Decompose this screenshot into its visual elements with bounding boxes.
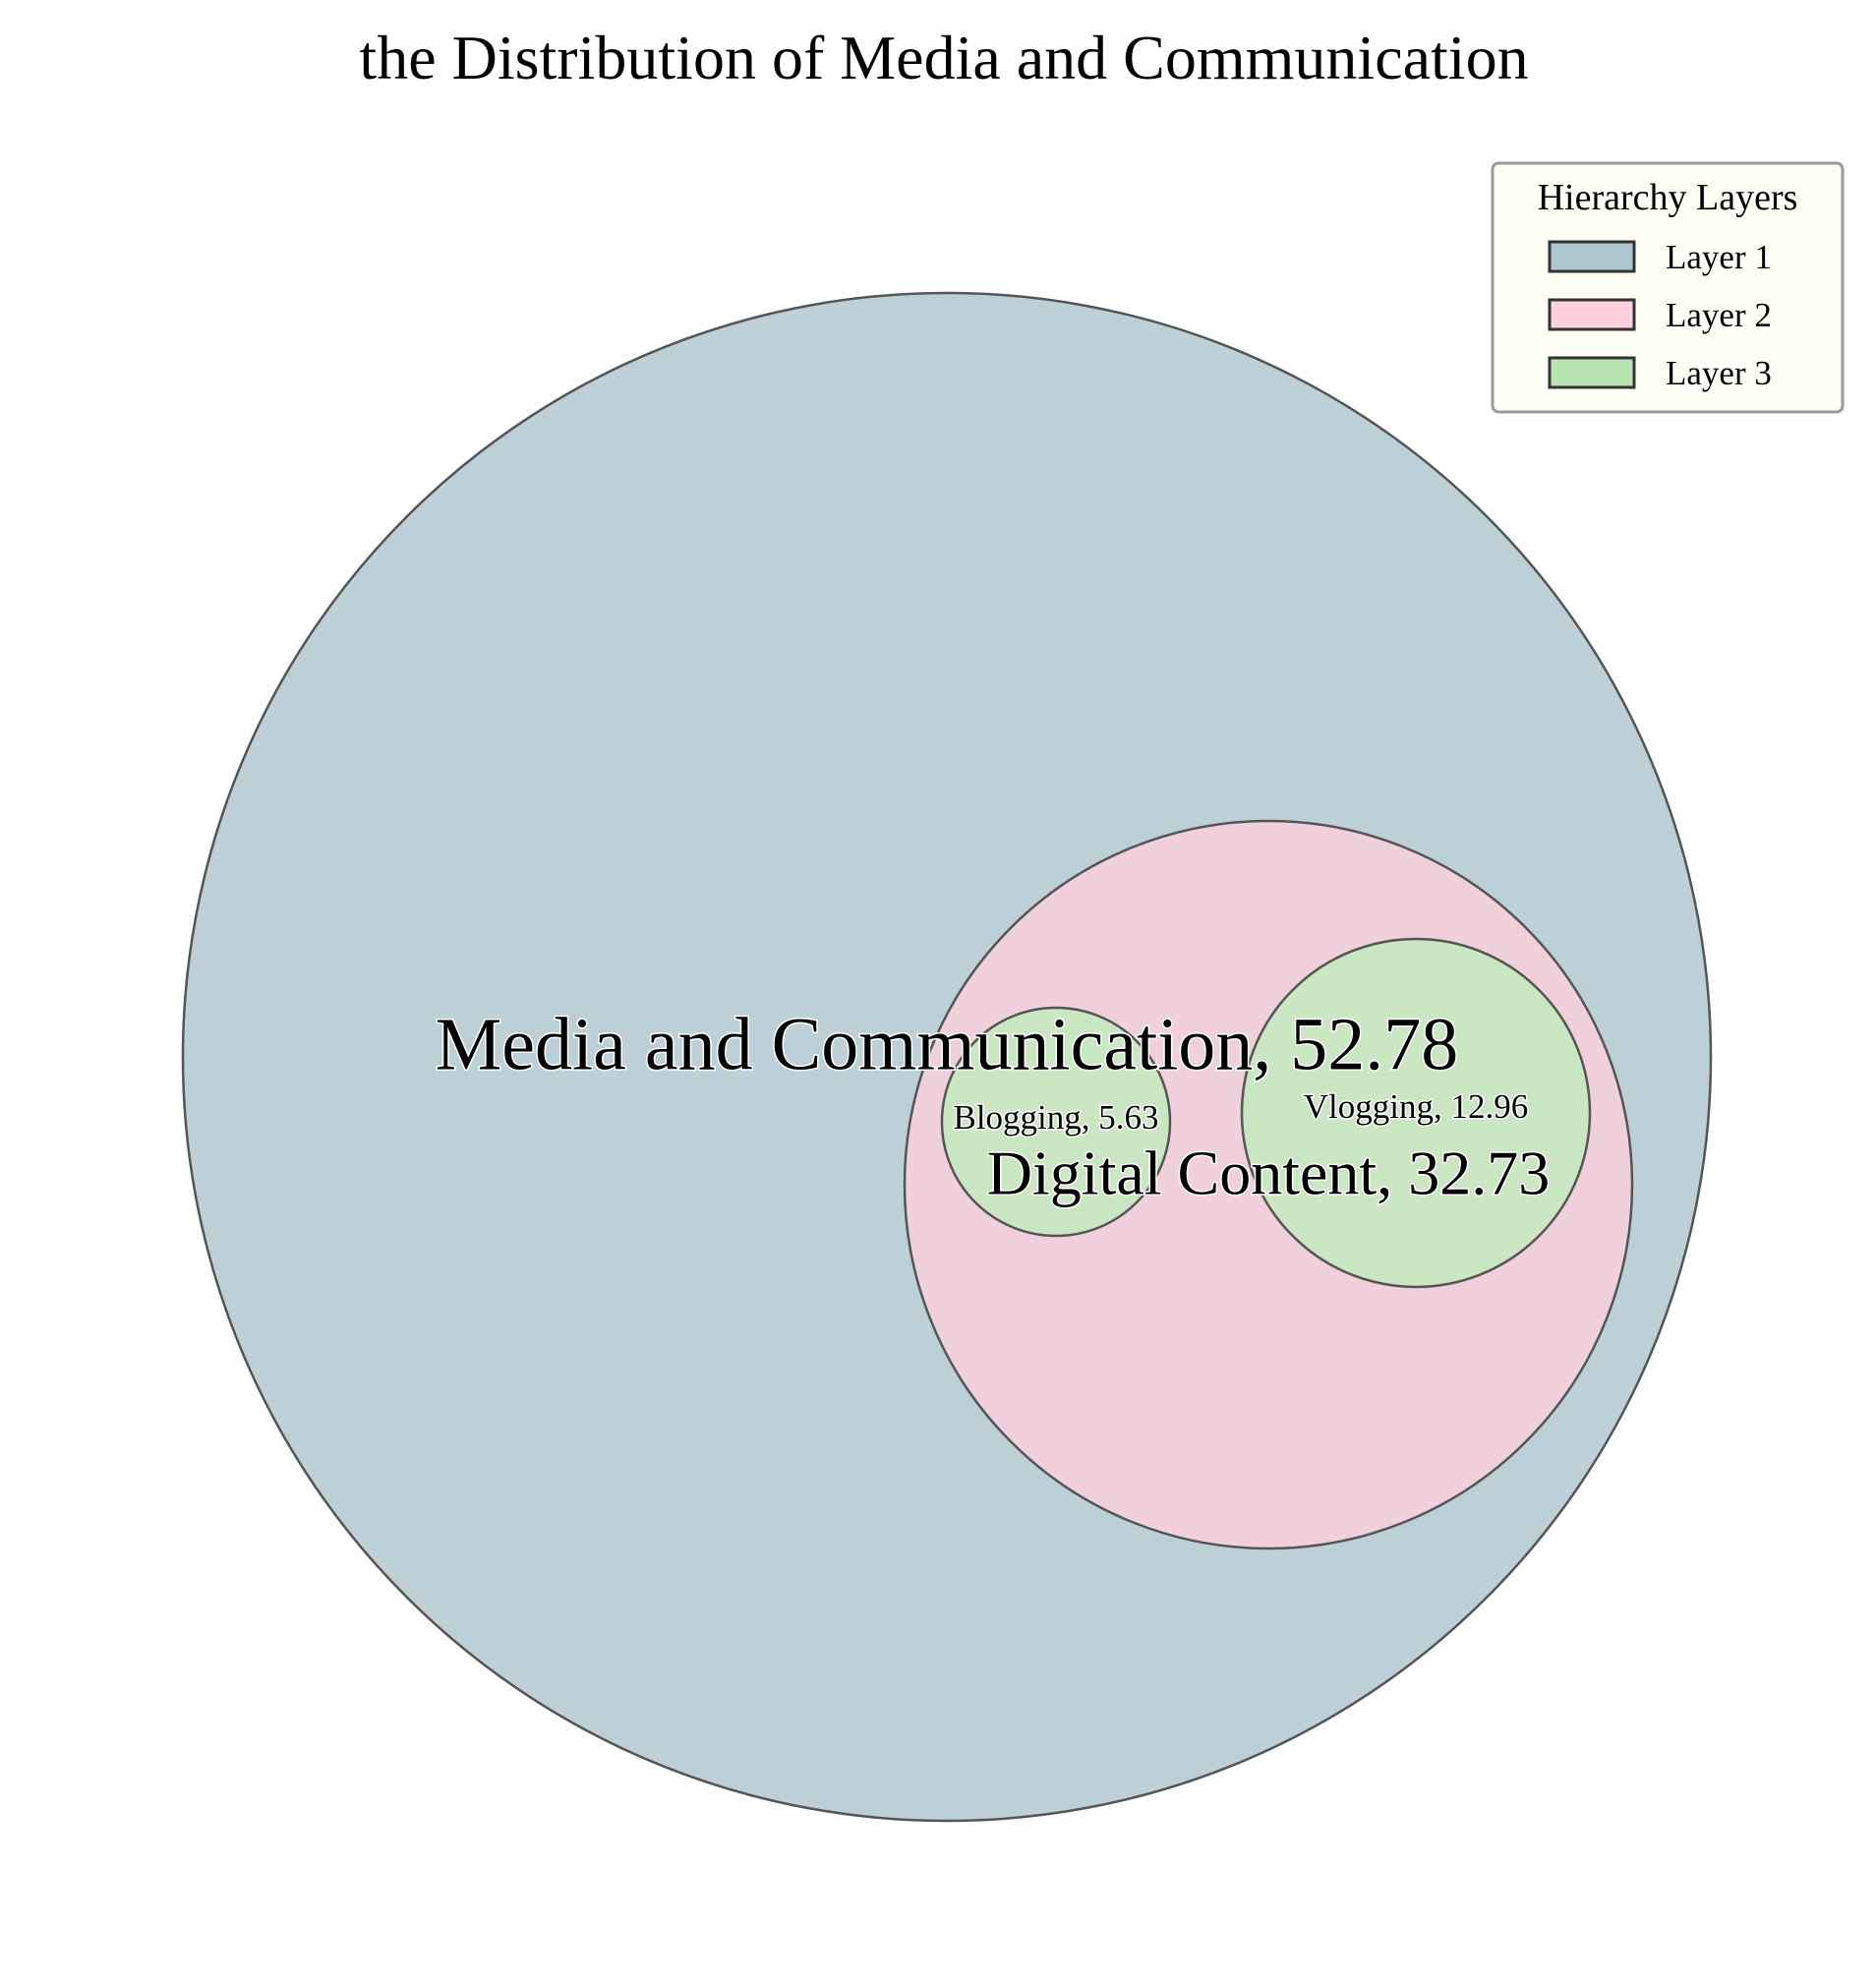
label-digital: Digital Content, 32.73 bbox=[987, 1139, 1550, 1208]
circle-vlogging bbox=[1240, 937, 1592, 1289]
circles-layer bbox=[181, 291, 1713, 1823]
legend-title: Hierarchy Layers bbox=[1538, 177, 1798, 218]
circle-blogging bbox=[940, 1006, 1172, 1238]
legend-entries: Layer 1 Layer 2 Layer 3 bbox=[1548, 238, 1772, 392]
legend-swatch-layer-1 bbox=[1548, 240, 1636, 273]
legend-label-layer-2: Layer 2 bbox=[1666, 296, 1772, 334]
legend-label-layer-3: Layer 3 bbox=[1666, 354, 1772, 392]
label-media: Media and Communication, 52.78 bbox=[436, 1003, 1459, 1085]
legend-swatch-layer-2 bbox=[1548, 298, 1636, 331]
legend: Hierarchy Layers Layer 1 Layer 2 Layer 3 bbox=[1491, 161, 1845, 414]
labels-layer: Media and Communication, 52.78 Blogging, … bbox=[434, 1002, 1552, 1209]
chart-title: the Distribution of Media and Communicat… bbox=[359, 23, 1528, 92]
legend-swatch-layer-3 bbox=[1548, 356, 1636, 389]
legend-label-layer-1: Layer 1 bbox=[1666, 238, 1772, 276]
label-blogging: Blogging, 5.63 bbox=[953, 1098, 1158, 1137]
label-vlogging: Vlogging, 12.96 bbox=[1304, 1087, 1528, 1126]
legend-frame bbox=[1491, 161, 1845, 414]
